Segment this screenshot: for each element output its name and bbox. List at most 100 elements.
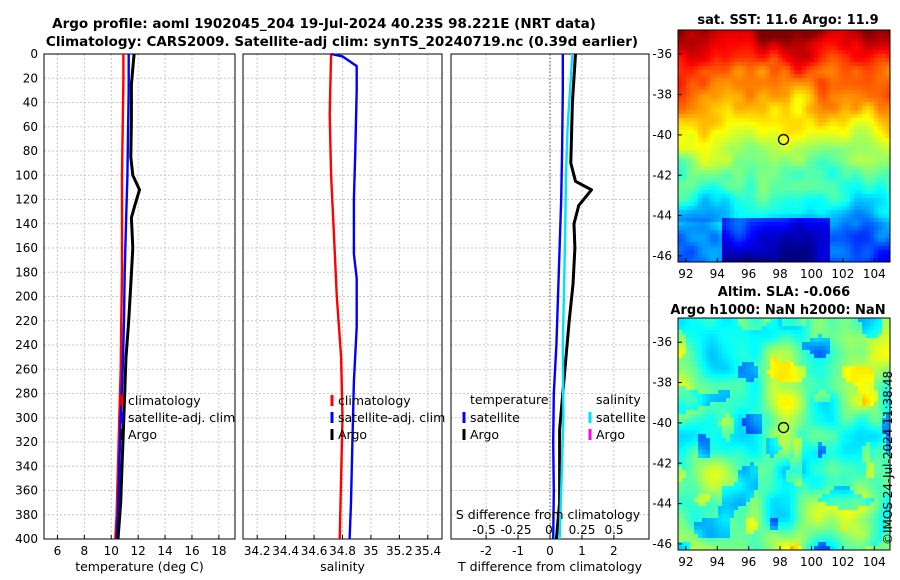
series-line (330, 52, 358, 540)
legend-label: satellite (470, 410, 520, 425)
x2-tick-label: 0.5 (604, 523, 623, 537)
map-frame (677, 317, 891, 551)
profile-panel-2: 34.2 34.4 34.6 34.8 35 35.2 35.4 salinity climat… (242, 52, 445, 574)
x-axis-label: temperature (deg C) (75, 559, 204, 574)
x2-tick-label: 0.25 (569, 523, 596, 537)
copyright-text: ©IMOS 24-Jul-2024 11:38:48 (881, 371, 895, 545)
figure-title-line2: Climatology: CARS2009. Satellite-adj cli… (46, 34, 638, 50)
legend-label: climatology (128, 393, 201, 408)
x-tick-label: 34.4 (272, 544, 299, 558)
series-line (115, 54, 130, 540)
y-tick-label: 100 (15, 168, 38, 182)
y-tick-label: 80 (23, 144, 38, 158)
sst-heatmap-image: 92 94 96 98 100 102 104 -36 -38 -40 -42 -44 -46 (652, 29, 891, 281)
legend-label: Argo (596, 427, 625, 442)
x-tick-label: 35 (363, 544, 378, 558)
map-x-tick-label: 104 (863, 267, 886, 281)
map-x-tick-label: 102 (831, 267, 854, 281)
sla-map-subtitle: Argo h1000: NaN h2000: NaN (670, 303, 885, 318)
y-tick-label: 180 (15, 265, 38, 279)
y-tick-label: 320 (15, 435, 38, 449)
profile-panel-3: -2 -1 0 1 2T difference from climatology temp… (450, 53, 650, 574)
sla-map-axes: 92 94 96 98 100 102 104 -36 -38 -40 -42 -44 -46 (652, 317, 891, 569)
series-line (552, 54, 564, 540)
x-tick-label: 16 (184, 544, 199, 558)
y-tick-label: 400 (15, 532, 38, 546)
y-tick-label: 300 (15, 411, 38, 425)
y-tick-label: 240 (15, 338, 38, 352)
x-tick-label: 34.2 (244, 544, 271, 558)
axes-box (43, 53, 236, 540)
legend-label: satellite (596, 410, 646, 425)
map-y-tick-label: -46 (652, 537, 672, 551)
x-tick-label: 35.4 (414, 544, 441, 558)
legend-label: Argo (128, 427, 157, 442)
legend-label: Argo (338, 427, 367, 442)
argo-location-marker (777, 421, 790, 434)
map-y-tick-label: -42 (652, 168, 672, 182)
map-y-tick-label: -42 (652, 456, 672, 470)
x-tick-label: 34.8 (329, 544, 356, 558)
y-tick-label: 380 (15, 508, 38, 522)
map-x-tick-label: 100 (800, 555, 823, 569)
legend-label: Argo (470, 427, 499, 442)
x-tick-label: 8 (81, 544, 89, 558)
profile-panel-1: 6 8 10 12 14 16 180204060801001201401601802002… (15, 47, 236, 574)
map-y-tick-label: -38 (652, 88, 672, 102)
x2-axis-label: S difference from climatology (456, 507, 641, 522)
x-tick-label: -2 (480, 544, 492, 558)
sst-map-title: sat. SST: 11.6 Argo: 11.9 (697, 13, 878, 28)
legend-title-salinity: salinity (596, 392, 641, 407)
y-tick-label: 340 (15, 459, 38, 473)
legend-label: satellite-adj. clim (128, 410, 235, 425)
series-line (328, 53, 344, 540)
y-tick-label: 60 (23, 120, 38, 134)
y-tick-label: 260 (15, 362, 38, 376)
legend-label: satellite-adj. clim (338, 410, 445, 425)
x-tick-label: 14 (157, 544, 172, 558)
map-x-tick-label: 100 (800, 267, 823, 281)
y-tick-label: 140 (15, 217, 38, 231)
x-axis-label: T difference from climatology (457, 559, 643, 574)
y-tick-label: 200 (15, 290, 38, 304)
series-line (116, 53, 141, 540)
legend-title-temperature: temperature (470, 392, 549, 407)
map-y-tick-label: -46 (652, 249, 672, 263)
map-x-tick-label: 96 (741, 267, 756, 281)
map-y-tick-label: -38 (652, 376, 672, 390)
y-tick-label: 120 (15, 193, 38, 207)
map-x-tick-label: 98 (772, 267, 787, 281)
series-line (558, 53, 574, 540)
x-tick-label: 10 (104, 544, 119, 558)
y-tick-label: 360 (15, 484, 38, 498)
x-tick-label: 6 (54, 544, 62, 558)
map-x-tick-label: 102 (831, 555, 854, 569)
x-tick-label: 35.2 (386, 544, 413, 558)
argo-location-marker (777, 133, 790, 146)
y-tick-label: 0 (30, 47, 38, 61)
x2-tick-label: 0 (545, 523, 553, 537)
x-tick-label: -1 (512, 544, 524, 558)
sla-heatmap-image: 92 94 96 98 100 102 104 -36 -38 -40 -42 -44 -46 (652, 317, 891, 569)
x-tick-label: 12 (131, 544, 146, 558)
map-x-tick-label: 94 (710, 555, 725, 569)
x-axis-label: salinity (320, 559, 365, 574)
map-y-tick-label: -44 (652, 497, 672, 511)
x-tick-label: 0 (546, 544, 554, 558)
y-tick-label: 220 (15, 314, 38, 328)
map-x-tick-label: 92 (678, 555, 693, 569)
x-tick-label: 1 (578, 544, 586, 558)
map-y-tick-label: -40 (652, 128, 672, 142)
map-frame (677, 29, 891, 263)
sla-map-title: Altim. SLA: -0.066 (718, 285, 850, 300)
x2-tick-label: -0.25 (500, 523, 531, 537)
x-tick-label: 18 (211, 544, 226, 558)
figure-title-line1: Argo profile: aoml 1902045_204 19-Jul-20… (52, 16, 596, 32)
map-y-tick-label: -36 (652, 335, 672, 349)
map-y-tick-label: -40 (652, 416, 672, 430)
sst-map-axes: 92 94 96 98 100 102 104 -36 -38 -40 -42 -44 -46 (652, 29, 891, 281)
y-tick-label: 280 (15, 387, 38, 401)
y-tick-label: 160 (15, 241, 38, 255)
profile-charts: 6 8 10 12 14 16 180204060801001201401601802002… (15, 47, 650, 574)
